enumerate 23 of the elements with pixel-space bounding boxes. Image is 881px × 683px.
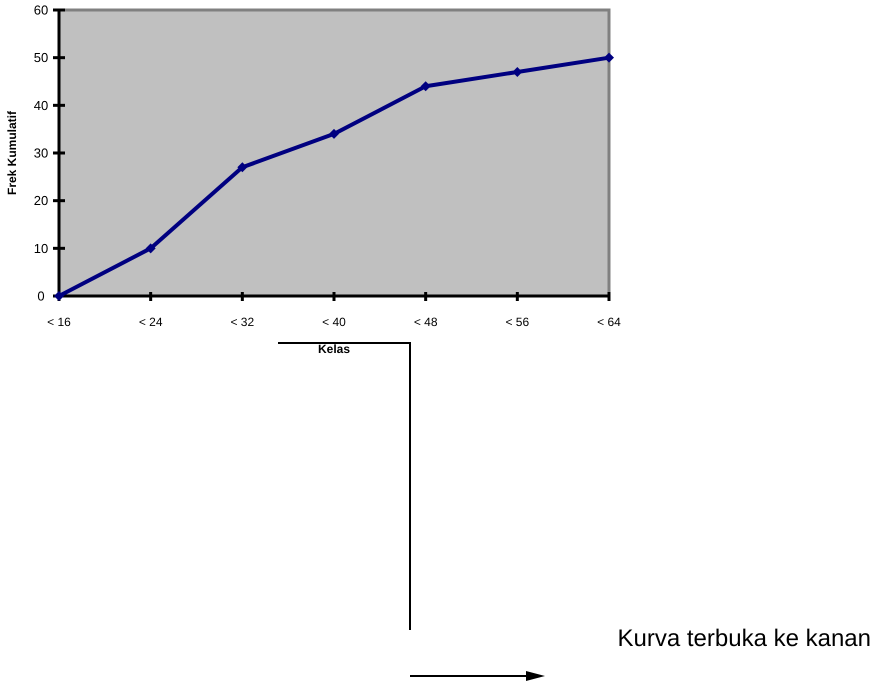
x-tick-label: < 32 — [230, 315, 254, 329]
text: Kurva terbuka ke kanan — [618, 625, 871, 652]
y-tick-label: 50 — [34, 50, 48, 66]
x-tick-label: < 48 — [414, 315, 438, 329]
y-tick-label: 30 — [34, 146, 48, 161]
y-tick-label: 0 — [37, 288, 45, 304]
y-tick-label: 10 — [34, 240, 48, 256]
x-tick-label: < 56 — [505, 315, 530, 329]
y-tick-label: 40 — [34, 98, 48, 113]
point — [329, 128, 339, 139]
point — [146, 243, 156, 254]
x-axis-title: Kelas — [318, 342, 350, 356]
y-axis-title: Frek Kumulatif — [5, 110, 19, 196]
point — [237, 162, 248, 172]
point — [604, 52, 614, 63]
y-tick-label: 20 — [34, 193, 48, 208]
x-tick-label: < 24 — [138, 315, 163, 329]
x-tick-label: < 40 — [322, 315, 346, 329]
x-tick-label: < 64 — [597, 315, 622, 329]
point — [512, 66, 522, 77]
x-tick-label: < 16 — [47, 315, 72, 329]
point — [420, 81, 431, 92]
y-tick-label: 60 — [34, 2, 48, 18]
